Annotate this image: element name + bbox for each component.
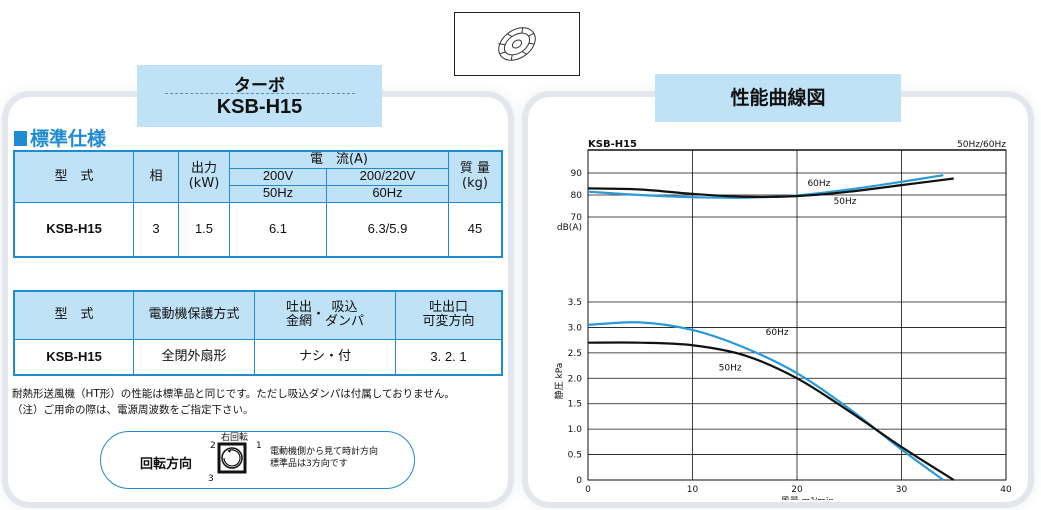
pressure-tick-label: 1.5: [568, 400, 582, 410]
turbo-fan-icon: [498, 27, 536, 61]
chart-title: KSB-H15: [588, 139, 637, 150]
header-50hz: 50Hz: [229, 184, 327, 203]
spec-table: 型 式 相 出力 (kW) 電 流(A) 質 量 (kg) 200V 200/2…: [13, 150, 503, 258]
header-inlet-1: 吸込: [331, 299, 358, 315]
rotation-direction: 右回転: [221, 433, 249, 443]
rotation-pos-3: 3: [208, 474, 214, 484]
header-60hz: 60Hz: [326, 184, 449, 203]
header-dir-1: 吐出口: [428, 299, 468, 315]
product-tab: ターボ KSB-H15: [137, 65, 382, 127]
cell-protection: 全閉外扇形: [133, 338, 255, 376]
rotation-note: 電動機側から見て時計方向 標準品は3方向です: [270, 446, 378, 470]
section-marker: [14, 131, 27, 146]
table-row: KSB-H15 3 1.5 6.1 6.3/5.9 45: [13, 201, 503, 258]
x-tick-label: 0: [585, 485, 591, 495]
cell-current-50: 6.1: [229, 201, 327, 258]
note-line: （注）ご用命の際は、電源周波数をご指定下さい。: [12, 404, 254, 416]
rotation-note-2: 標準品は3方向です: [270, 459, 348, 469]
pressure-label-60hz: 60Hz: [766, 328, 789, 338]
cell-phase: 3: [133, 201, 179, 258]
pressure-tick-label: 3.5: [568, 298, 582, 308]
notes: 耐熱形送風機（HT形）の性能は標準品と同じです。ただし吸込ダンパは付属しておりま…: [12, 386, 455, 418]
cell-directions: 3. 2. 1: [395, 338, 503, 376]
x-tick-label: 20: [791, 485, 803, 495]
product-type: ターボ: [234, 76, 285, 96]
product-model: KSB-H15: [216, 96, 303, 118]
cell-mass: 45: [448, 201, 503, 258]
pressure-tick-label: 0.5: [568, 451, 582, 461]
header-dot: ・: [311, 307, 325, 323]
cell-output: 1.5: [178, 201, 230, 258]
header-output: 出力 (kW): [178, 150, 230, 203]
pressure-tick-label: 0: [576, 476, 582, 486]
table-row: KSB-H15 全閉外扇形 ナシ・付 3. 2. 1: [13, 338, 503, 376]
header-phase: 相: [133, 150, 179, 203]
protection-table: 型 式 電動機保護方式 吐出 金網 ・ 吸込 ダンパ 吐出口 可変方向 KSB-…: [13, 290, 503, 376]
cell-options: ナシ・付: [254, 338, 396, 376]
rotation-box: [100, 431, 415, 489]
header-directions: 吐出口 可変方向: [395, 290, 503, 340]
pressure-tick-label: 2.0: [568, 374, 583, 384]
header-dir-2: 可変方向: [422, 314, 475, 330]
pressure-tick-label: 2.5: [568, 349, 582, 359]
header-200v: 200V: [229, 167, 327, 186]
header-protection: 電動機保護方式: [133, 290, 255, 340]
header-model-2: 型 式: [13, 290, 134, 340]
section-title: 標準仕様: [30, 128, 107, 150]
pressure-series-50Hz: [587, 341, 955, 481]
chart-frequency-label: 50Hz/60Hz: [957, 140, 1006, 150]
noise-tick-label: 80: [571, 191, 583, 201]
header-mass-label: 質 量: [459, 161, 491, 177]
note-line: 耐熱形送風機（HT形）の性能は標準品と同じです。ただし吸込ダンパは付属しておりま…: [12, 388, 455, 400]
noise-tick-label: 90: [571, 169, 583, 179]
header-mass: 質 量 (kg): [448, 150, 503, 203]
clockwise-rotation-icon: [217, 442, 247, 474]
noise-tick-label: 70: [571, 213, 583, 223]
header-outlet-1: 吐出: [285, 299, 312, 315]
cell-model: KSB-H15: [13, 201, 134, 258]
header-outlet-2: 金網: [285, 314, 312, 330]
rotation-note-1: 電動機側から見て時計方向: [270, 447, 379, 457]
pressure-label-50hz: 50Hz: [719, 364, 742, 374]
x-tick-label: 10: [687, 485, 699, 495]
cell-model-2: KSB-H15: [13, 338, 134, 376]
noise-axis-label: dB(A): [557, 223, 582, 233]
x-tick-label: 30: [896, 485, 908, 495]
performance-chart: 0 10 20 30 40 70 80 90 0 0.5 1.0 1.5 2.0 2.5 3.0 3.5 KSB…: [553, 139, 1012, 500]
noise-label-50hz: 50Hz: [834, 197, 857, 207]
header-output-label: 出力: [190, 161, 217, 177]
pressure-series-60Hz: [587, 321, 944, 481]
rotation-label: 回転方向: [140, 457, 193, 472]
header-200-220v: 200/220V: [326, 167, 449, 186]
cell-current-60: 6.3/5.9: [326, 201, 449, 258]
x-tick-label: 40: [1000, 485, 1012, 495]
x-axis-label: 風量 m³/min: [781, 496, 834, 500]
pressure-tick-label: 1.0: [568, 425, 583, 435]
tab-divider: [164, 93, 355, 94]
header-options: 吐出 金網 ・ 吸込 ダンパ: [254, 290, 396, 340]
fan-image: [454, 12, 580, 76]
performance-tab: 性能曲線図: [655, 74, 901, 122]
pressure-axis-label: 静圧 kPa: [553, 363, 565, 400]
pressure-tick-label: 3.0: [568, 323, 583, 333]
rotation-pos-2: 2: [210, 441, 216, 451]
header-model: 型 式: [13, 150, 134, 203]
rotation-diagram: 右回転 2 1 3: [205, 430, 265, 490]
noise-label-60hz: 60Hz: [807, 179, 830, 189]
performance-panel: [528, 97, 1028, 502]
rotation-pos-1: 1: [256, 441, 262, 451]
noise-series-50Hz: [587, 177, 954, 199]
header-inlet-2: ダンパ: [325, 314, 365, 330]
header-mass-unit: (kg): [462, 175, 488, 191]
header-current: 電 流(A): [229, 150, 449, 169]
header-output-unit: (kW): [188, 175, 220, 191]
